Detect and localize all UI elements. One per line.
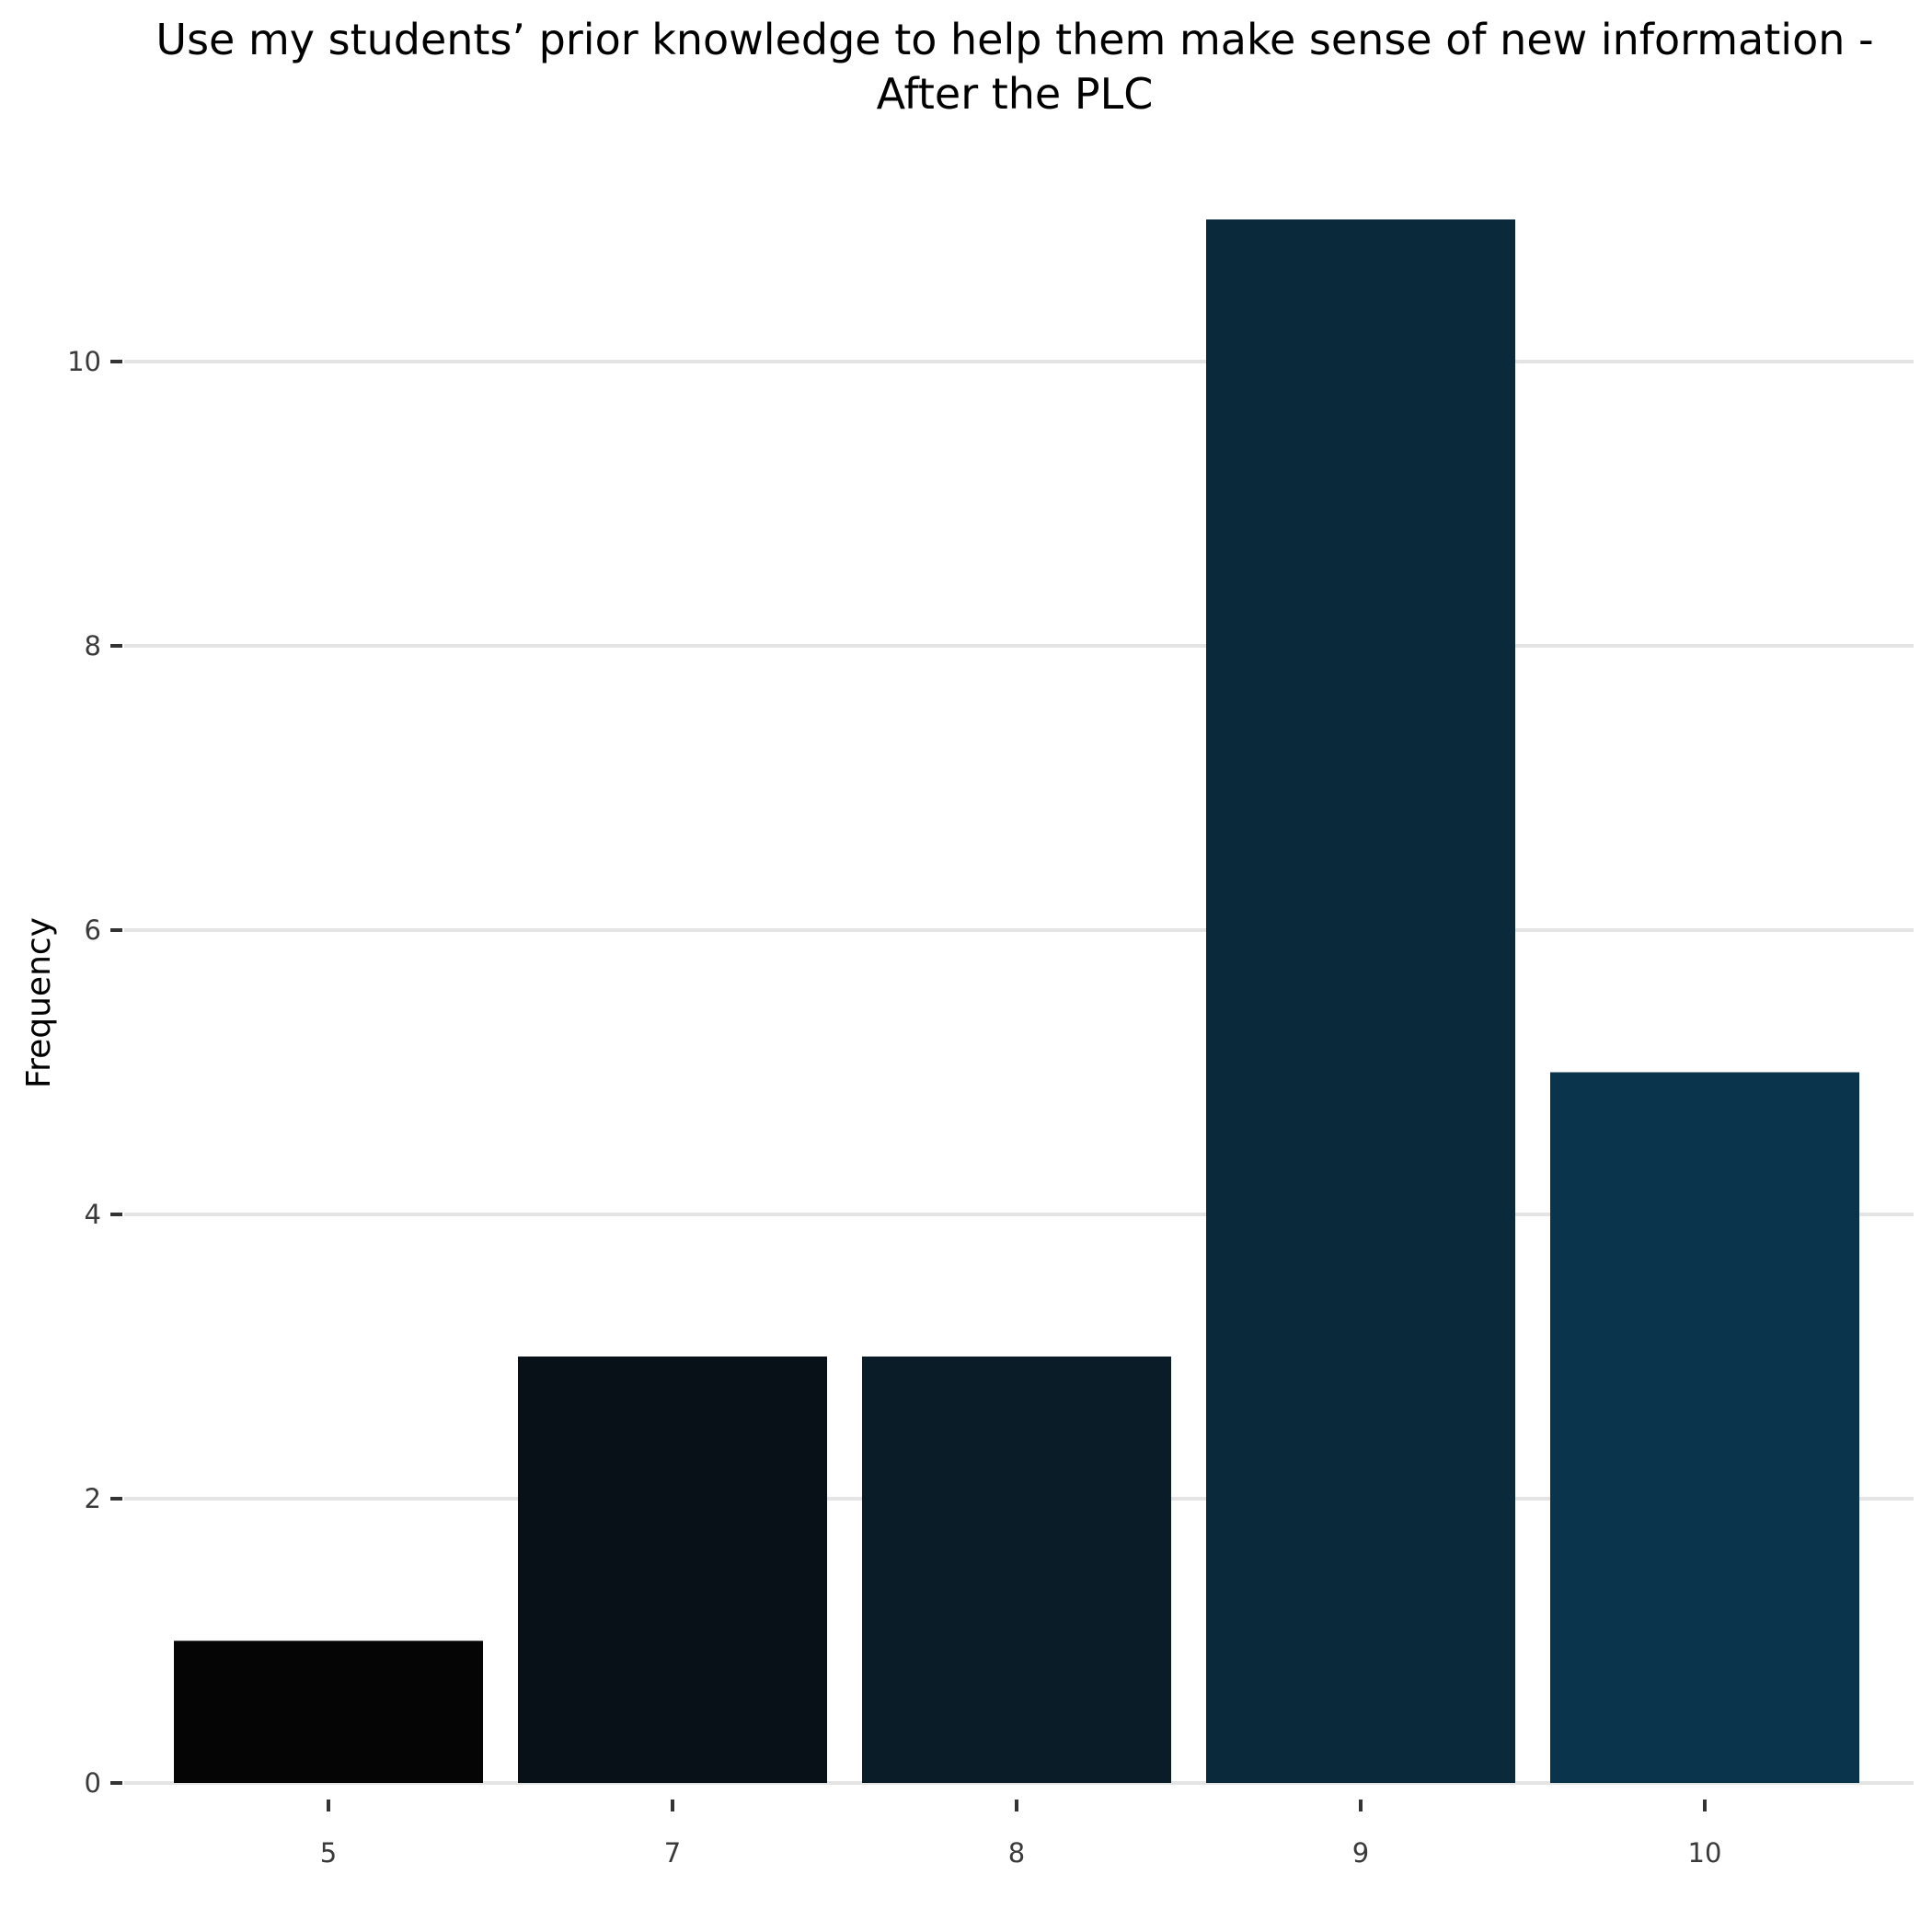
bar-9 bbox=[1206, 220, 1515, 1784]
bar-8 bbox=[862, 1357, 1171, 1784]
x-tick-label-7: 7 bbox=[664, 1837, 681, 1869]
x-tick-label-10: 10 bbox=[1688, 1837, 1722, 1869]
bars bbox=[174, 220, 1859, 1784]
y-tick-label-4: 4 bbox=[85, 1199, 101, 1230]
y-axis-label: Frequency bbox=[20, 917, 58, 1088]
x-tick-label-5: 5 bbox=[320, 1837, 337, 1869]
chart-title: Use my students’ prior knowledge to help… bbox=[155, 15, 1873, 119]
bar-5 bbox=[174, 1641, 483, 1784]
bar-10 bbox=[1550, 1073, 1859, 1784]
x-axis: 5 7 8 9 10 bbox=[320, 1800, 1722, 1869]
chart-title-line-2: After the PLC bbox=[877, 69, 1154, 119]
x-tick-label-8: 8 bbox=[1008, 1837, 1025, 1869]
y-tick-label-0: 0 bbox=[85, 1767, 101, 1799]
y-tick-label-10: 10 bbox=[67, 346, 101, 377]
y-tick-label-2: 2 bbox=[85, 1483, 101, 1514]
bar-7 bbox=[518, 1357, 827, 1784]
chart-title-line-1: Use my students’ prior knowledge to help… bbox=[155, 15, 1873, 64]
y-tick-label-6: 6 bbox=[85, 914, 101, 946]
x-tick-label-9: 9 bbox=[1352, 1837, 1369, 1869]
y-axis: 0 2 4 6 8 10 bbox=[67, 346, 122, 1799]
y-tick-label-8: 8 bbox=[85, 630, 101, 661]
